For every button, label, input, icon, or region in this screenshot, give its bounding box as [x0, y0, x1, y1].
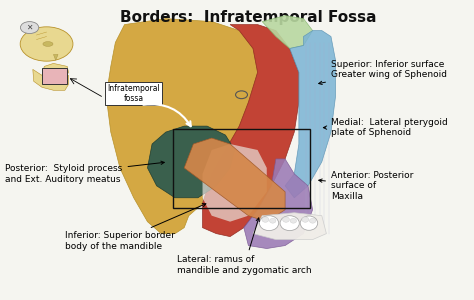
Ellipse shape	[310, 218, 316, 223]
Polygon shape	[54, 54, 58, 60]
Polygon shape	[42, 63, 69, 78]
Polygon shape	[184, 138, 285, 222]
Text: Medial:  Lateral pterygoid
plate of Sphenoid: Medial: Lateral pterygoid plate of Sphen…	[323, 118, 448, 137]
Polygon shape	[33, 69, 69, 90]
Text: Inferior: Superior border
body of the mandible: Inferior: Superior border body of the ma…	[65, 204, 206, 251]
Text: Posterior:  Styloid process
and Ext. Auditory meatus: Posterior: Styloid process and Ext. Audi…	[5, 161, 164, 184]
Polygon shape	[106, 19, 257, 234]
Polygon shape	[253, 213, 327, 240]
Ellipse shape	[259, 216, 279, 231]
Polygon shape	[202, 144, 267, 222]
Text: Lateral: ramus of
mandible and zygomatic arch: Lateral: ramus of mandible and zygomatic…	[177, 218, 312, 275]
Ellipse shape	[302, 217, 309, 222]
Text: Borders:  Infratemporal Fossa: Borders: Infratemporal Fossa	[120, 10, 377, 25]
Ellipse shape	[300, 216, 318, 230]
Circle shape	[20, 22, 39, 34]
Text: Infratemporal
fossa: Infratemporal fossa	[107, 84, 160, 103]
Polygon shape	[285, 31, 336, 198]
Text: Superior: Inferior surface
Greater wing of Sphenoid: Superior: Inferior surface Greater wing …	[319, 60, 447, 85]
Polygon shape	[147, 126, 235, 198]
Polygon shape	[244, 159, 313, 248]
Ellipse shape	[280, 216, 299, 231]
Ellipse shape	[262, 217, 269, 222]
Bar	[42, 68, 67, 84]
Ellipse shape	[20, 27, 73, 61]
Ellipse shape	[270, 218, 276, 223]
Polygon shape	[202, 25, 299, 237]
Ellipse shape	[290, 218, 297, 223]
Ellipse shape	[43, 42, 53, 46]
Text: Anterior: Posterior
surface of
Maxilla: Anterior: Posterior surface of Maxilla	[319, 171, 413, 201]
Ellipse shape	[283, 217, 290, 222]
Bar	[173, 129, 310, 208]
Text: ✕: ✕	[27, 23, 33, 32]
Polygon shape	[262, 16, 313, 49]
